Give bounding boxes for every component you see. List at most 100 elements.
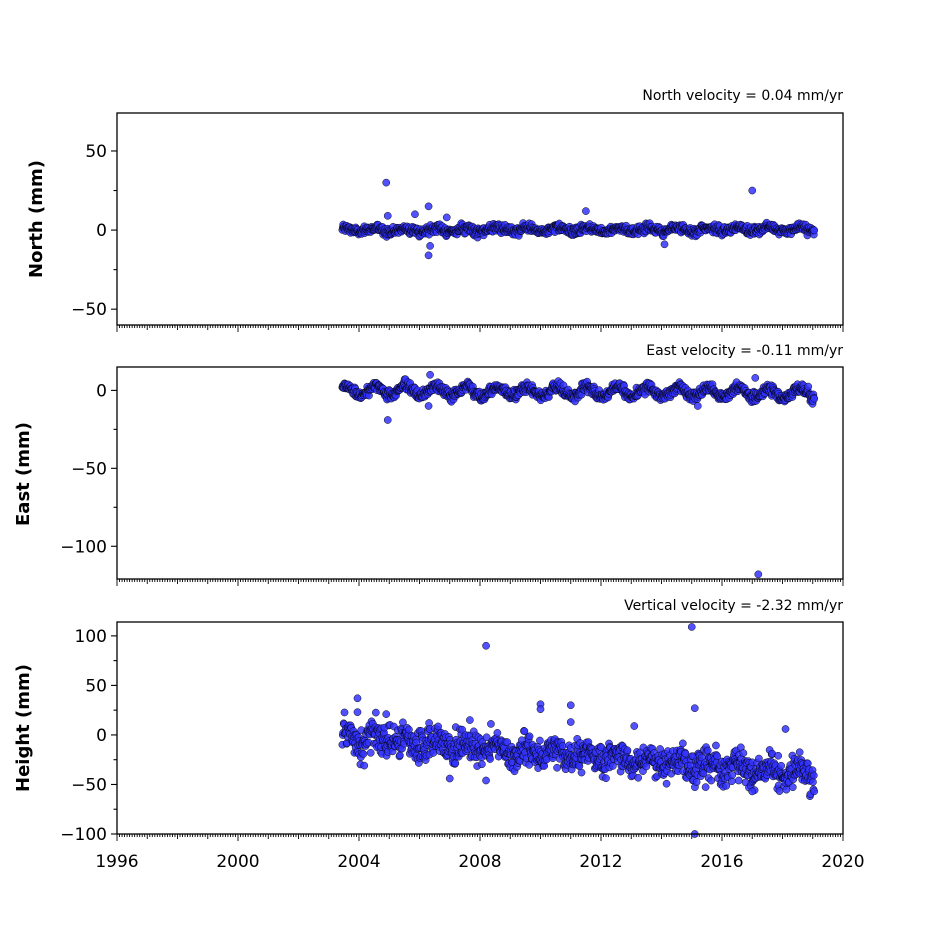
x-tick-label: 2008 [458,852,501,872]
outlier-point [748,787,757,796]
outlier-point [630,722,639,730]
outlier-point [383,416,392,424]
data-point [536,736,544,745]
east-axis-title: East (mm) [13,422,34,526]
x-tick-label: 1996 [95,852,138,872]
data-point [451,759,460,768]
height-velocity-title: Vertical velocity = -2.32 mm/yr [624,598,843,614]
data-point [602,774,610,783]
data-point [623,746,632,755]
outlier-point [426,242,434,250]
data-point [739,749,748,757]
data-point [634,773,643,782]
data-point [810,394,819,403]
y-tick-label: 100 [75,627,107,647]
north-axis-title: North (mm) [26,160,47,278]
north-data-points [338,178,819,260]
data-point [692,778,701,786]
x-tick-label: 2000 [216,852,259,872]
outlier-point [424,251,433,260]
outlier-point [426,370,434,379]
outlier-point [536,705,545,714]
outlier-point [445,774,454,783]
outlier-point [353,708,362,716]
data-point [366,748,375,757]
x-tick-label: 2004 [337,852,380,872]
data-point [553,763,561,772]
outlier-point [411,210,419,219]
data-point [782,785,791,794]
outlier-point [353,694,362,703]
outlier-point [754,570,763,579]
outlier-point [748,186,757,195]
outlier-point [566,718,575,726]
data-point [712,741,720,750]
height-axis-title: Height (mm) [13,664,34,792]
data-point [703,746,712,755]
y-tick-label: 50 [85,142,107,162]
outlier-point [751,374,760,382]
y-tick-label: 0 [96,726,107,746]
north-velocity-title: North velocity = 0.04 mm/yr [642,88,843,104]
y-tick-label: −50 [71,300,107,320]
outlier-point [382,710,391,718]
x-tick-label: 2016 [700,852,743,872]
data-point [701,783,710,791]
data-point [478,760,486,769]
outlier-point [582,207,590,215]
data-point [396,751,404,760]
data-point [558,742,567,750]
east-velocity-title: East velocity = -0.11 mm/yr [646,343,843,359]
data-point [486,755,494,763]
data-point [734,776,743,785]
data-point [795,748,804,757]
outlier-point [442,213,451,222]
data-point [340,708,349,717]
y-tick-label: 50 [85,676,107,696]
outlier-point [424,402,433,410]
x-tick-label: 2012 [579,852,622,872]
east-data-points [338,370,819,579]
data-point [525,732,534,741]
data-point [681,749,690,758]
data-point [493,729,502,737]
outlier-point [424,202,433,211]
data-point [575,762,584,771]
data-point [466,716,474,724]
north-panel: North velocity = 0.04 mm/yr North (mm) −… [26,88,844,332]
y-tick-label: −50 [71,459,107,479]
data-point [774,751,783,760]
data-point [487,720,495,728]
outlier-point [687,623,696,631]
data-point [809,778,817,786]
east-panel: East velocity = -0.11 mm/yr East (mm) −1… [13,343,844,586]
data-point [679,739,687,748]
y-tick-label: −100 [60,825,107,845]
data-point [429,749,438,757]
data-point [810,787,819,796]
data-point [359,750,368,758]
data-point [788,783,797,792]
x-tick-label: 2020 [821,852,864,872]
outlier-point [690,704,699,713]
outlier-point [781,725,790,733]
data-point [810,771,818,780]
outlier-point [693,402,702,410]
east-y-ticks: −100 −50 0 [60,381,117,557]
north-y-ticks: −50 0 50 [71,142,117,320]
north-plot-frame [116,112,844,326]
outlier-point [566,701,575,710]
data-point [707,776,716,785]
outlier-point [482,641,490,650]
data-point [804,382,813,391]
data-point [360,761,369,770]
data-point [810,226,819,235]
data-point [577,768,586,777]
outlier-point [482,776,490,785]
outlier-point [383,212,392,220]
y-tick-label: −50 [71,775,107,795]
y-tick-label: −100 [60,537,107,557]
outlier-point [660,240,669,249]
outlier-point [382,178,391,187]
